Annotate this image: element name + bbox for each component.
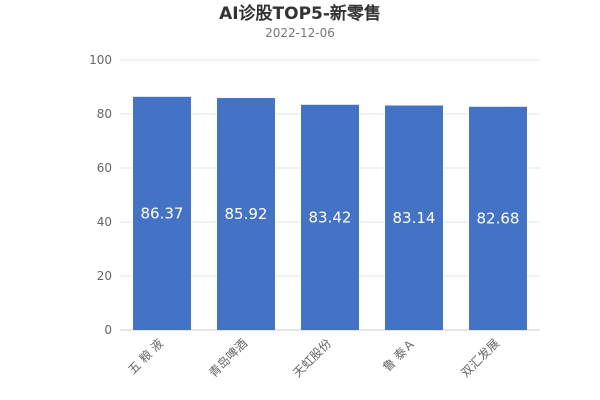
bar-value-label: 82.68 (477, 209, 520, 227)
x-tick-label: 鲁 泰Ａ (380, 336, 418, 374)
y-tick-label: 80 (97, 107, 112, 121)
y-tick-label: 60 (97, 161, 112, 175)
bar (301, 104, 359, 331)
bar (385, 105, 443, 330)
x-tick-label: 五 粮 液 (125, 336, 166, 377)
chart-title: AI诊股TOP5-新零售 (219, 3, 381, 24)
bar (133, 96, 191, 331)
bar-value-label: 86.37 (141, 204, 184, 222)
y-tick-label: 20 (97, 269, 112, 283)
x-tick-label: 天虹股份 (290, 336, 334, 380)
x-tick-label: 青岛啤酒 (206, 336, 251, 381)
y-tick-label: 40 (97, 215, 112, 229)
bar-value-label: 83.42 (309, 208, 352, 226)
bar-value-label: 85.92 (225, 205, 268, 223)
x-axis-labels: 五 粮 液青岛啤酒 天虹股份 鲁 泰Ａ 双汇发展 (125, 336, 502, 381)
y-tick-label: 0 (104, 323, 112, 337)
y-tick-label: 100 (89, 53, 112, 67)
bar-value-label: 83.14 (393, 209, 436, 227)
y-axis-ticks: 0 20 40 60 80 100 (89, 53, 112, 337)
bar (469, 106, 527, 330)
bar-value-labels: 86.37 85.92 83.42 83.14 82.68 (141, 204, 520, 227)
bar (217, 98, 275, 331)
x-tick-label: 双汇发展 (458, 336, 503, 381)
chart-subtitle: 2022-12-06 (265, 26, 335, 40)
bars (133, 96, 527, 331)
